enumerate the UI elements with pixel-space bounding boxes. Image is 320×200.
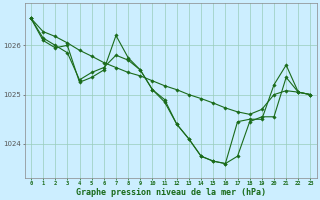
- X-axis label: Graphe pression niveau de la mer (hPa): Graphe pression niveau de la mer (hPa): [76, 188, 266, 197]
